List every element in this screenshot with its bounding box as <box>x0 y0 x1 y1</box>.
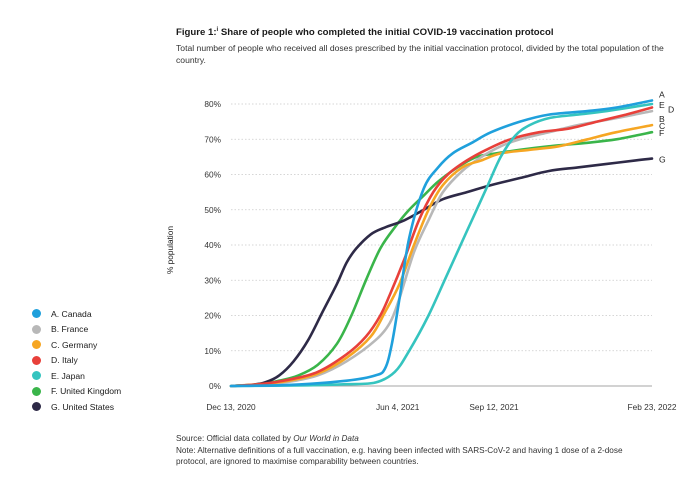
chart-title-text: Share of people who completed the initia… <box>220 27 554 39</box>
legend-item: G. United States <box>32 399 121 415</box>
series-end-label: D <box>668 105 674 115</box>
chart-subtitle: Total number of people who received all … <box>176 43 664 65</box>
series-end-label: A <box>659 89 665 99</box>
legend-swatch <box>32 309 41 319</box>
legend-label: G. United States <box>51 401 115 412</box>
series-end-label: B <box>659 114 665 124</box>
source-prefix: Source: Official data collated by <box>176 434 294 443</box>
x-tick-label: Dec 13, 2020 <box>206 402 256 412</box>
gridlines <box>231 103 652 387</box>
x-tick-label: Jun 4, 2021 <box>376 402 420 412</box>
legend-label: D. Italy <box>51 355 78 366</box>
legend-swatch <box>32 355 41 365</box>
y-tick-label: 10% <box>204 346 221 356</box>
series-line-c <box>229 123 654 388</box>
y-axis-label-wrap: % population <box>150 226 190 274</box>
y-axis-label: % population <box>165 226 175 274</box>
footer: Source: Official data collated by Our Wo… <box>176 433 646 468</box>
legend-swatch <box>32 371 41 381</box>
legend-label: E. Japan <box>51 370 85 381</box>
legend: A. Canada B. France C. Germany D. Italy E. J… <box>32 306 121 415</box>
y-tick-labels: 0% 10% 20% 30% 40% 50% 60% 70% 80% <box>204 99 221 391</box>
series-line-g <box>229 157 654 388</box>
y-tick-label: 60% <box>204 170 221 180</box>
series-end-label: E <box>659 100 665 110</box>
legend-swatch <box>32 340 41 350</box>
y-tick-label: 20% <box>204 311 221 321</box>
note-text: Note: Alternative definitions of a full … <box>176 445 623 467</box>
legend-label: F. United Kingdom <box>51 386 122 397</box>
series-end-label: G <box>659 155 666 165</box>
source-name: Our World in Data <box>293 434 359 443</box>
source-note: Source: Official data collated by Our Wo… <box>176 433 646 445</box>
series-line-d <box>229 106 654 388</box>
y-tick-label: 0% <box>209 381 222 391</box>
legend-item: B. France <box>32 322 121 338</box>
legend-item: F. United Kingdom <box>32 384 121 400</box>
legend-swatch <box>32 386 41 396</box>
y-tick-label: 70% <box>204 134 221 144</box>
series-line-f <box>229 130 654 388</box>
y-tick-label: 30% <box>204 275 221 285</box>
legend-swatch <box>32 402 41 412</box>
figure-info-mark: i <box>216 27 219 33</box>
y-tick-label: 80% <box>204 99 221 109</box>
series-line-b <box>229 109 654 388</box>
legend-item: D. Italy <box>32 353 121 369</box>
series-line-e <box>229 102 654 388</box>
series-end-label: C <box>659 121 665 131</box>
legend-item: A. Canada <box>32 306 121 322</box>
figure-prefix: Figure 1: <box>176 27 217 39</box>
legend-label: A. Canada <box>51 308 92 319</box>
legend-item: E. Japan <box>32 368 121 384</box>
y-tick-label: 40% <box>204 240 221 250</box>
chart-title: Figure 1:i Share of people who completed… <box>176 27 554 38</box>
legend-label: B. France <box>51 324 89 335</box>
legend-item: C. Germany <box>32 337 121 353</box>
legend-label: C. Germany <box>51 339 98 350</box>
series-lines <box>229 99 654 388</box>
series-line-a <box>229 99 654 388</box>
series-end-label: F <box>659 128 664 138</box>
x-tick-labels: Dec 13, 2020 Jun 4, 2021 Sep 12, 2021 Feb 2… <box>206 402 677 412</box>
legend-swatch <box>32 324 41 334</box>
y-tick-label: 50% <box>204 205 221 215</box>
x-tick-label: Feb 23, 2022 <box>628 402 677 412</box>
x-tick-label: Sep 12, 2021 <box>469 402 519 412</box>
